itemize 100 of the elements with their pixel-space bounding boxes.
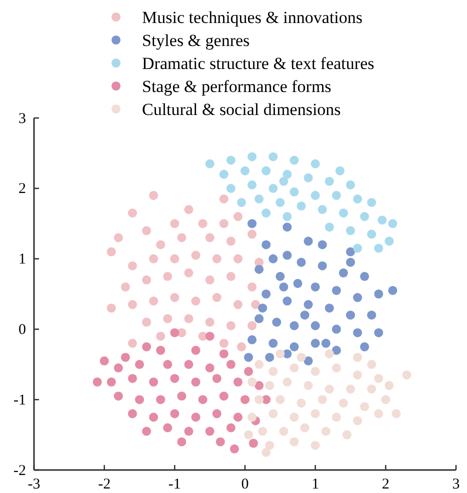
point — [324, 304, 334, 313]
y-tick-label: 3 — [18, 110, 26, 127]
point — [346, 226, 356, 236]
point — [216, 437, 225, 446]
point — [251, 300, 260, 310]
legend-label: Music techniques & innovations — [142, 8, 363, 27]
point — [338, 398, 348, 408]
point — [304, 173, 313, 182]
point — [240, 395, 250, 404]
point — [142, 426, 152, 436]
point — [374, 289, 384, 299]
point — [191, 412, 200, 422]
point — [360, 212, 370, 222]
point — [205, 233, 214, 242]
x-tick-label: 3 — [452, 476, 460, 493]
point — [170, 293, 180, 302]
point — [268, 338, 278, 348]
point — [205, 426, 214, 436]
point — [367, 310, 376, 320]
point — [149, 254, 158, 264]
point — [262, 240, 271, 250]
point — [300, 310, 310, 320]
point — [120, 352, 130, 362]
point — [262, 289, 271, 299]
point — [360, 272, 370, 281]
point — [205, 363, 214, 372]
x-tick-label: 1 — [312, 476, 320, 493]
point — [233, 377, 242, 387]
point — [290, 437, 299, 446]
point — [184, 268, 194, 278]
point — [142, 226, 152, 236]
point — [279, 176, 288, 186]
point — [170, 328, 180, 338]
y-tick-label: 1 — [18, 252, 26, 268]
x-tick-label: 0 — [241, 476, 249, 493]
point — [156, 346, 166, 355]
point — [219, 194, 228, 204]
legend-label: Dramatic structure & text features — [142, 54, 374, 73]
point — [310, 338, 320, 348]
point — [226, 272, 236, 281]
point — [353, 328, 362, 338]
x-tick-label: -3 — [28, 476, 40, 493]
point — [388, 286, 398, 295]
point — [248, 180, 257, 190]
point — [258, 426, 268, 436]
point — [353, 370, 362, 380]
point — [338, 208, 348, 218]
point — [293, 278, 302, 288]
point — [262, 448, 271, 457]
point — [310, 159, 320, 168]
point — [233, 300, 242, 310]
point — [244, 430, 254, 440]
point — [128, 300, 137, 310]
point — [388, 219, 398, 228]
point — [374, 244, 384, 253]
point — [360, 402, 370, 412]
point — [149, 190, 158, 200]
point — [254, 194, 264, 204]
point — [360, 342, 370, 352]
point — [282, 296, 292, 306]
point — [184, 314, 194, 324]
point — [236, 198, 246, 207]
point — [170, 254, 180, 264]
point — [191, 377, 200, 387]
point — [381, 395, 390, 404]
point — [244, 366, 254, 376]
point — [268, 152, 278, 162]
point — [367, 360, 376, 369]
point — [177, 233, 186, 242]
point — [276, 272, 285, 281]
point — [254, 314, 264, 324]
point — [374, 328, 384, 338]
point — [191, 250, 200, 260]
point — [156, 395, 166, 404]
point — [290, 156, 299, 165]
point — [240, 166, 250, 176]
point — [226, 236, 236, 246]
point — [134, 360, 144, 369]
point — [100, 356, 109, 366]
point — [248, 377, 257, 387]
point — [170, 374, 180, 383]
point — [374, 409, 384, 418]
point — [276, 349, 285, 358]
point — [156, 332, 166, 341]
point — [384, 236, 394, 246]
point — [114, 363, 123, 372]
point — [310, 366, 320, 376]
point — [392, 409, 401, 418]
point — [128, 409, 137, 418]
point — [254, 381, 264, 390]
point — [163, 423, 172, 432]
point — [282, 377, 292, 387]
point — [114, 233, 123, 242]
point — [265, 352, 274, 362]
point — [128, 338, 137, 348]
point — [233, 412, 242, 422]
point — [318, 240, 327, 250]
x-tick-label: -1 — [168, 476, 181, 493]
point — [219, 349, 228, 358]
point — [346, 384, 356, 394]
